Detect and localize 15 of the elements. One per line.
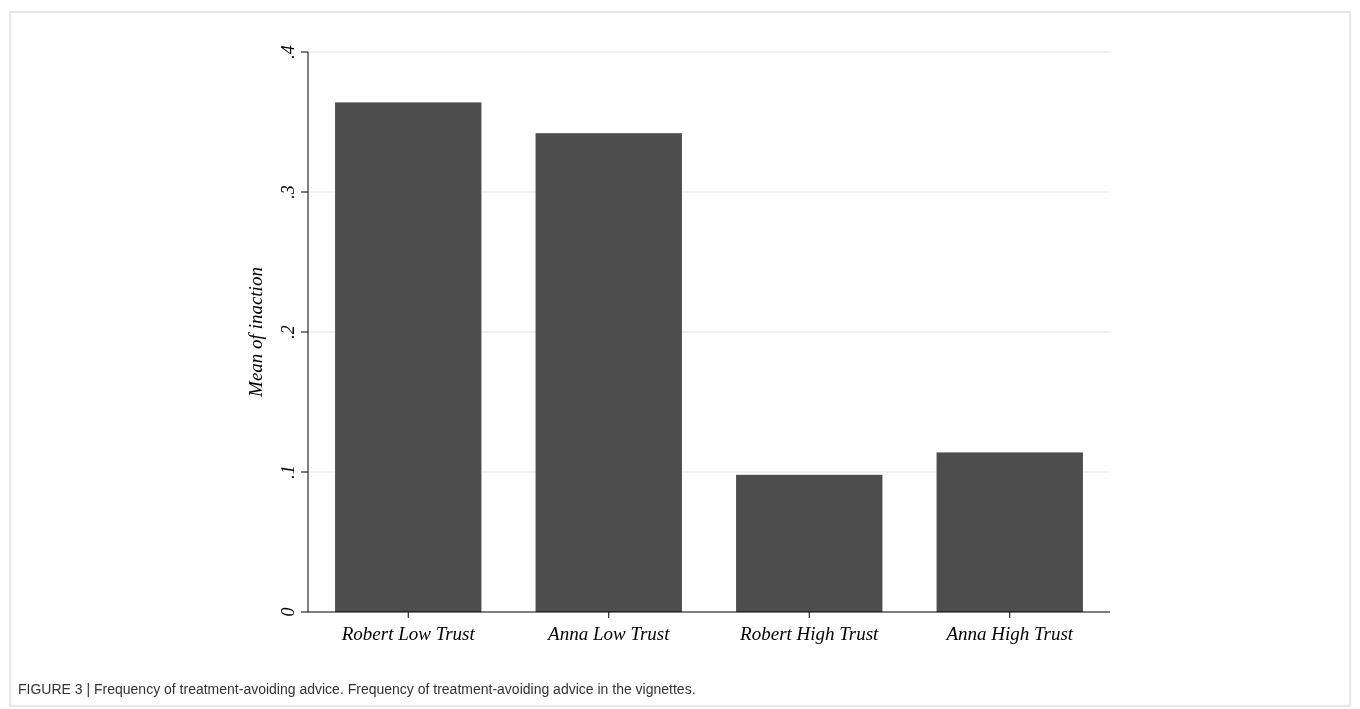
bar: [535, 133, 682, 612]
bar: [736, 474, 883, 612]
x-tick-label: Anna Low Trust: [546, 623, 671, 644]
y-tick-label: .4: [278, 45, 298, 59]
y-tick-label: .2: [278, 325, 298, 339]
y-tick-label: .3: [278, 185, 298, 199]
y-tick-label: 0: [278, 607, 298, 617]
y-axis-title: Mean of inaction: [245, 267, 266, 398]
x-tick-label: Robert High Trust: [739, 623, 880, 644]
caption: FIGURE 3 | Frequency of treatment-avoiding advice. Frequency of treatment-avoiding advice in the vignettes.: [18, 681, 696, 697]
bar: [936, 452, 1083, 612]
y-tick-label: .1: [278, 465, 298, 479]
bar: [335, 102, 482, 612]
x-tick-label: Anna High Trust: [944, 623, 1074, 644]
x-tick-label: Robert Low Trust: [340, 623, 476, 644]
